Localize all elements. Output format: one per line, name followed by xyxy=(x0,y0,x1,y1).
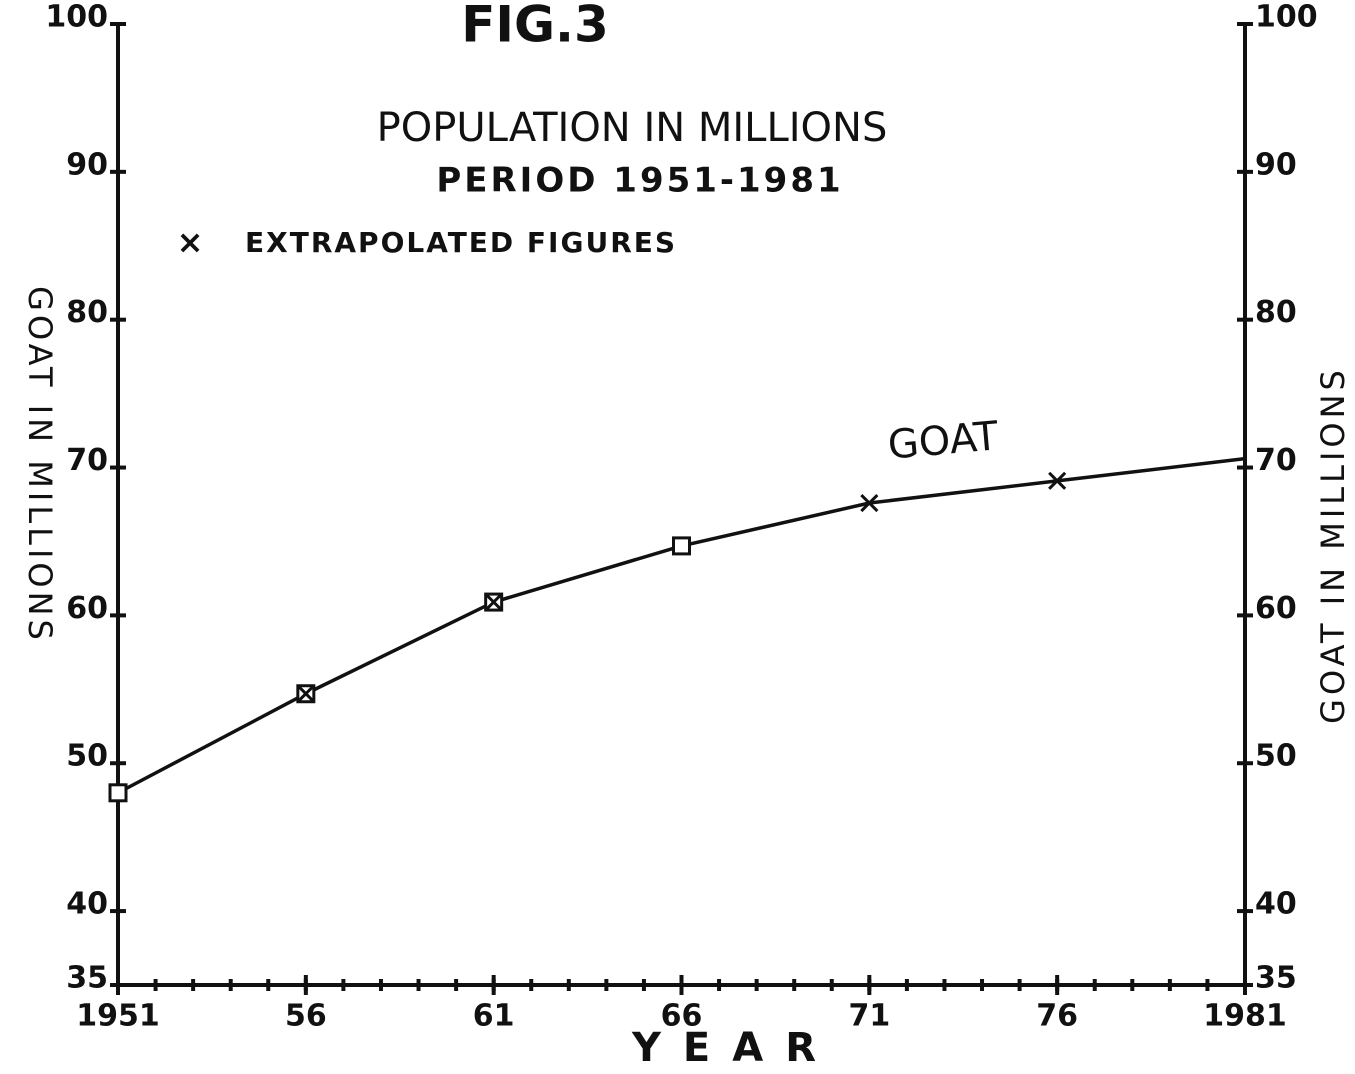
y-tick-label: 60 xyxy=(66,591,108,626)
data-point xyxy=(672,536,691,556)
legend-marker: × xyxy=(177,223,204,261)
x-tick-label: 1981 xyxy=(1203,999,1287,1034)
x-tick-label: 71 xyxy=(848,999,890,1034)
y-tick-label: 35 xyxy=(66,961,108,996)
y-tick-label: 40 xyxy=(66,887,108,922)
x-tick-label: 1951 xyxy=(76,999,160,1034)
x-tick-label: 66 xyxy=(661,999,703,1034)
legend-text: EXTRAPOLATED FIGURES xyxy=(245,226,677,259)
y-axis-title: GOAT IN MILLIONS xyxy=(21,286,59,644)
y2-tick-label: 90 xyxy=(1255,147,1297,182)
chart-subtitle: PERIOD 1951-1981 xyxy=(436,161,843,201)
y2-tick-label: 50 xyxy=(1255,739,1297,774)
y-tick-label: 70 xyxy=(66,443,108,478)
figure-label: FIG.3 xyxy=(461,0,609,54)
y2-tick-label: 100 xyxy=(1255,0,1318,35)
x-tick-label: 56 xyxy=(285,999,327,1034)
y-tick-label: 100 xyxy=(45,0,108,35)
y2-tick-label: 70 xyxy=(1255,443,1297,478)
series-line xyxy=(117,456,1246,795)
y2-tick-label: 80 xyxy=(1255,295,1297,330)
data-point xyxy=(860,493,879,513)
series-label: GOAT xyxy=(886,413,1001,469)
x-axis-title: YEAR xyxy=(631,1025,838,1071)
data-point xyxy=(108,783,128,803)
y-tick-label: 50 xyxy=(66,739,108,774)
y-tick-label: 90 xyxy=(66,147,108,182)
data-point xyxy=(484,592,504,612)
y2-axis-title: GOAT IN MILLIONS xyxy=(1314,366,1352,724)
data-point xyxy=(1048,471,1067,490)
chart-title: POPULATION IN MILLIONS xyxy=(377,105,888,151)
y2-tick-label: 35 xyxy=(1255,961,1297,996)
data-point xyxy=(296,684,316,704)
y2-tick-label: 40 xyxy=(1255,887,1297,922)
x-tick-label: 61 xyxy=(473,999,515,1034)
y2-tick-label: 60 xyxy=(1255,591,1297,626)
y-tick-label: 80 xyxy=(66,295,108,330)
x-tick-label: 76 xyxy=(1036,999,1078,1034)
